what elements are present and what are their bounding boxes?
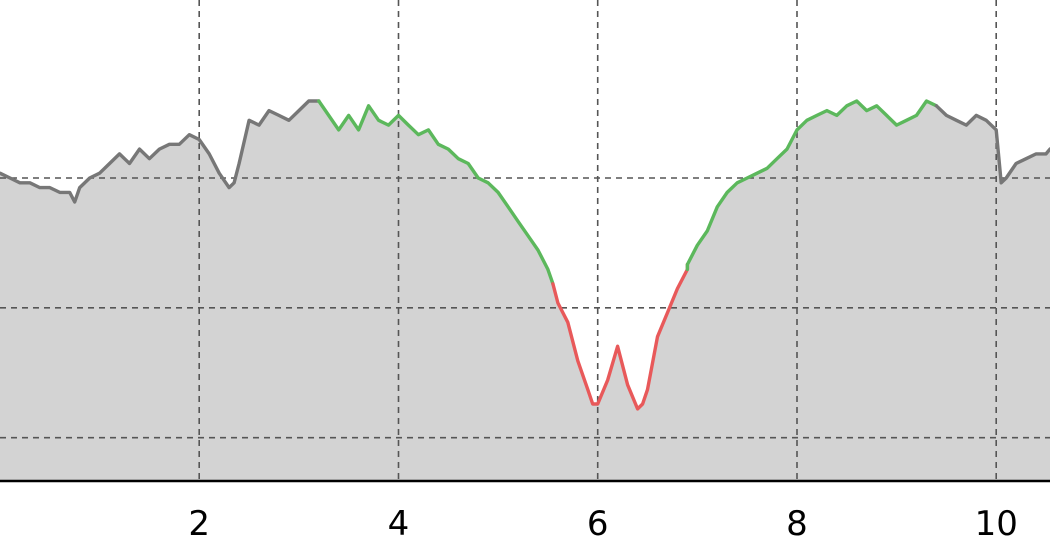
series-line-segment-3	[551, 262, 690, 411]
series-line-segment-2	[317, 99, 555, 286]
x-tick-label: 2	[188, 504, 210, 544]
x-tick-label: 4	[388, 504, 410, 544]
series-line-segment-4	[685, 99, 939, 272]
x-tick-label: 8	[786, 504, 808, 544]
x-tick-labels: 2 4 6 8 10	[188, 504, 1017, 544]
series-line-segment-1	[0, 99, 321, 204]
x-tick-label: 6	[587, 504, 609, 544]
area-fill-layer	[0, 101, 1050, 481]
x-tick-label: 10	[975, 504, 1018, 544]
series-line-segment-5	[934, 104, 1050, 185]
series-line-layer	[0, 99, 1050, 411]
grid-layer	[0, 0, 1050, 481]
area-fill	[0, 101, 1050, 481]
